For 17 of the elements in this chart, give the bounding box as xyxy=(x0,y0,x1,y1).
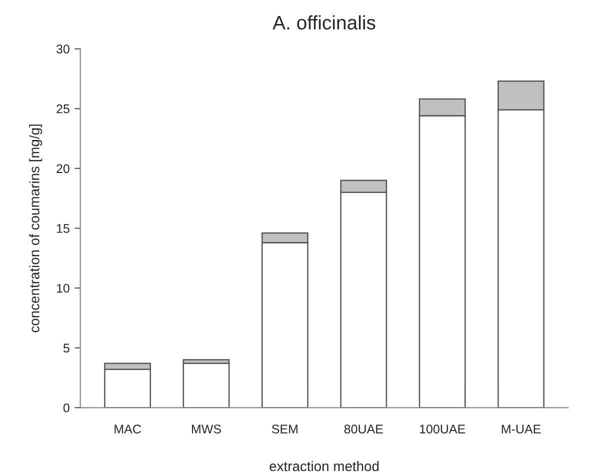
x-tick-label: SEM xyxy=(272,424,298,434)
y-tick-label: 0 xyxy=(63,403,70,412)
y-tick-label: 25 xyxy=(56,104,70,114)
y-tick-label: 20 xyxy=(56,164,70,174)
bar xyxy=(182,362,230,408)
y-tick-label: 10 xyxy=(56,284,70,293)
x-tick-label: MAC xyxy=(114,424,141,434)
chart-title: A. officinalis xyxy=(272,15,376,30)
x-tick-label: 80UAE xyxy=(344,424,383,434)
y-tick-label: 5 xyxy=(63,344,70,352)
x-tick-label: M-UAE xyxy=(502,424,541,434)
x-tick-label: 100UAE xyxy=(420,424,466,434)
x-axis-title: extraction method xyxy=(270,460,379,472)
y-tick-label: 15 xyxy=(56,224,70,233)
y-axis-title: concentration of coumarins [mg/g] xyxy=(29,124,42,332)
x-tick-label: MWS xyxy=(192,424,221,434)
y-tick-label: 30 xyxy=(56,44,70,54)
